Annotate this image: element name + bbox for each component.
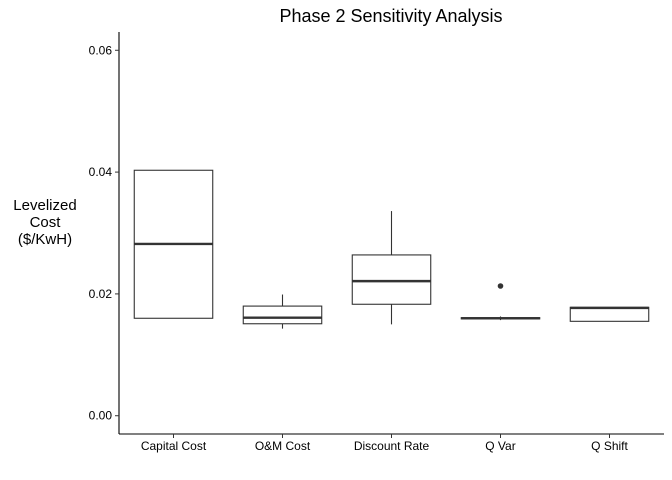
- y-tick-label: 0.02: [89, 287, 113, 301]
- x-tick-label: Discount Rate: [354, 439, 430, 453]
- iqr-box: [569, 306, 650, 322]
- outlier-point: [497, 283, 504, 289]
- y-axis-label-line: Cost: [30, 214, 62, 231]
- x-tick-label: Capital Cost: [141, 439, 207, 453]
- y-axis-ticks: 0.00 0.02 0.04 0.06: [89, 43, 119, 423]
- plot-area: [133, 169, 650, 329]
- box-group: [569, 306, 650, 322]
- y-tick-label: 0.00: [89, 409, 113, 423]
- chart-title: Phase 2 Sensitivity Analysis: [279, 6, 502, 26]
- x-tick-label: Q Shift: [591, 439, 628, 453]
- x-axis-ticks: Capital Cost O&M Cost Discount Rate Q Var Q …: [141, 434, 629, 453]
- box-group: [242, 294, 323, 329]
- y-tick-label: 0.04: [89, 165, 113, 179]
- iqr-box: [242, 305, 323, 325]
- y-axis-label: Levelized Cost ($/KwH): [13, 197, 76, 248]
- y-tick-label: 0.06: [89, 43, 113, 57]
- box-group: [351, 211, 432, 325]
- x-tick-label: O&M Cost: [255, 439, 311, 453]
- box-group: [460, 283, 541, 321]
- iqr-box: [351, 254, 432, 305]
- y-axis-label-line: ($/KwH): [18, 231, 72, 248]
- box-group: [133, 169, 214, 319]
- x-tick-label: Q Var: [485, 439, 515, 453]
- y-axis-label-line: Levelized: [13, 197, 76, 214]
